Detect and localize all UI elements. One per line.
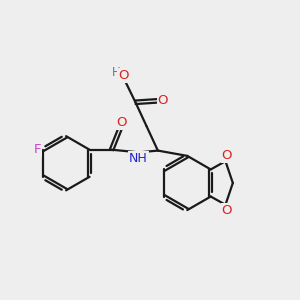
Text: O: O — [222, 204, 232, 217]
Text: O: O — [222, 149, 232, 162]
Text: O: O — [158, 94, 168, 107]
Text: O: O — [118, 69, 129, 82]
Text: H: H — [112, 66, 120, 80]
Text: F: F — [34, 143, 41, 156]
Text: NH: NH — [129, 152, 148, 165]
Text: O: O — [117, 116, 127, 129]
